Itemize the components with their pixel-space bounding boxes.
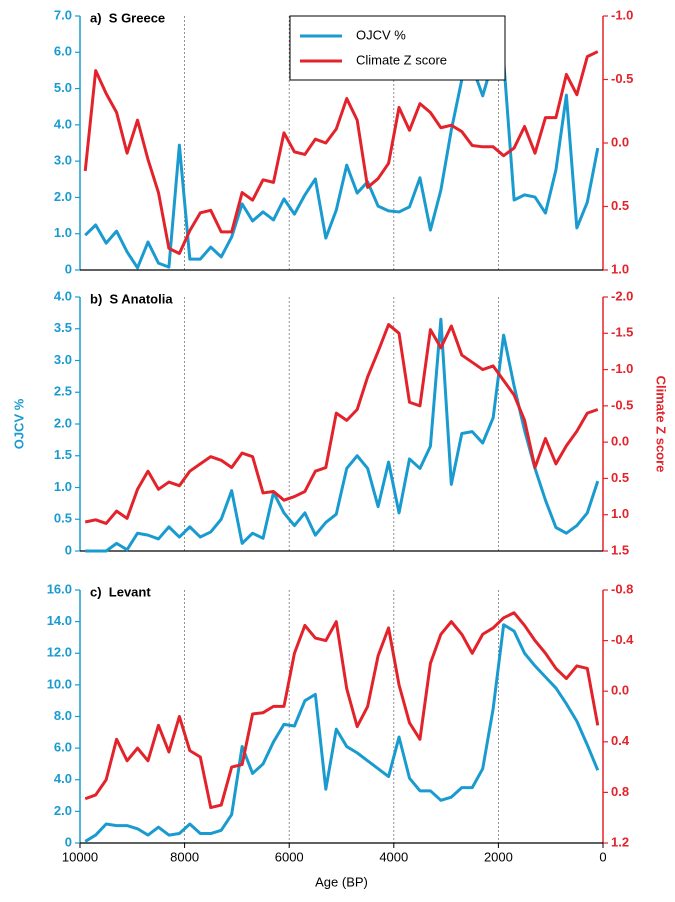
y2-tick-label: -1.0 (611, 361, 633, 376)
y-tick-label: 1.5 (54, 447, 72, 462)
panel-title: a) S Greece (90, 10, 165, 25)
y-tick-label: 4.0 (54, 288, 72, 303)
legend-label: Climate Z score (356, 52, 447, 67)
y-tick-label: 14.0 (47, 613, 72, 628)
y-tick-label: 3.5 (54, 320, 72, 335)
y2-tick-label: -0.5 (611, 397, 633, 412)
legend-label: OJCV % (356, 27, 406, 42)
y2-tick-label: 0.0 (611, 683, 629, 698)
y-tick-label: 2.0 (54, 803, 72, 818)
y-tick-label: 1.0 (54, 479, 72, 494)
data-line (84, 611, 600, 810)
panel-title: c) Levant (90, 584, 151, 599)
x-tick-label: 4000 (379, 849, 408, 864)
y2-axis-label: Climate Z score (654, 376, 669, 473)
y-tick-label: 10.0 (47, 676, 72, 691)
data-line (84, 623, 600, 843)
y-tick-label: 0.5 (54, 511, 72, 526)
y2-tick-label: 1.0 (611, 261, 629, 276)
y-tick-label: 12.0 (47, 645, 72, 660)
y-tick-label: 16.0 (47, 581, 72, 596)
y-tick-label: 4.0 (54, 116, 72, 131)
y2-tick-label: 0.0 (611, 434, 629, 449)
y2-tick-label: 1.0 (611, 506, 629, 521)
y-tick-label: 4.0 (54, 771, 72, 786)
x-tick-label: 10000 (62, 849, 98, 864)
y-tick-label: 2.0 (54, 189, 72, 204)
x-tick-label: 6000 (275, 849, 304, 864)
y-tick-label: 6.0 (54, 44, 72, 59)
y-tick-label: 3.0 (54, 153, 72, 168)
y2-tick-label: 1.2 (611, 834, 629, 849)
y-tick-label: 0 (65, 834, 72, 849)
y-tick-label: 3.0 (54, 352, 72, 367)
x-tick-label: 8000 (170, 849, 199, 864)
y2-tick-label: -1.5 (611, 325, 633, 340)
y2-tick-label: -0.4 (611, 632, 634, 647)
y2-tick-label: -0.8 (611, 581, 633, 596)
y2-tick-label: -0.5 (611, 71, 633, 86)
data-line (85, 317, 600, 553)
y-tick-label: 0 (65, 542, 72, 557)
y-tick-label: 5.0 (54, 80, 72, 95)
y-tick-label: 2.0 (54, 415, 72, 430)
y2-tick-label: -2.0 (611, 288, 633, 303)
panel-title: b) S Anatolia (90, 291, 173, 306)
y-tick-label: 1.0 (54, 225, 72, 240)
legend-box (289, 15, 506, 81)
y2-tick-label: 1.5 (611, 542, 629, 557)
y-tick-label: 6.0 (54, 740, 72, 755)
data-line (84, 323, 599, 525)
y2-tick-label: 0.5 (611, 470, 629, 485)
data-line (84, 58, 600, 270)
y2-tick-label: 0.8 (611, 784, 629, 799)
y-tick-label: 2.5 (54, 384, 72, 399)
data-line (83, 50, 599, 255)
x-tick-label: 2000 (484, 849, 513, 864)
y2-tick-label: 0.5 (611, 198, 629, 213)
y2-tick-label: -1.0 (611, 7, 633, 22)
y-axis-label: OJCV % (11, 398, 26, 449)
y2-tick-label: 0.4 (611, 733, 630, 748)
y-tick-label: 0 (65, 261, 72, 276)
x-axis-label: Age (BP) (315, 874, 368, 889)
y-tick-label: 7.0 (54, 7, 72, 22)
y-tick-label: 8.0 (54, 708, 72, 723)
y2-tick-label: 0.0 (611, 134, 629, 149)
x-tick-label: 0 (599, 849, 606, 864)
